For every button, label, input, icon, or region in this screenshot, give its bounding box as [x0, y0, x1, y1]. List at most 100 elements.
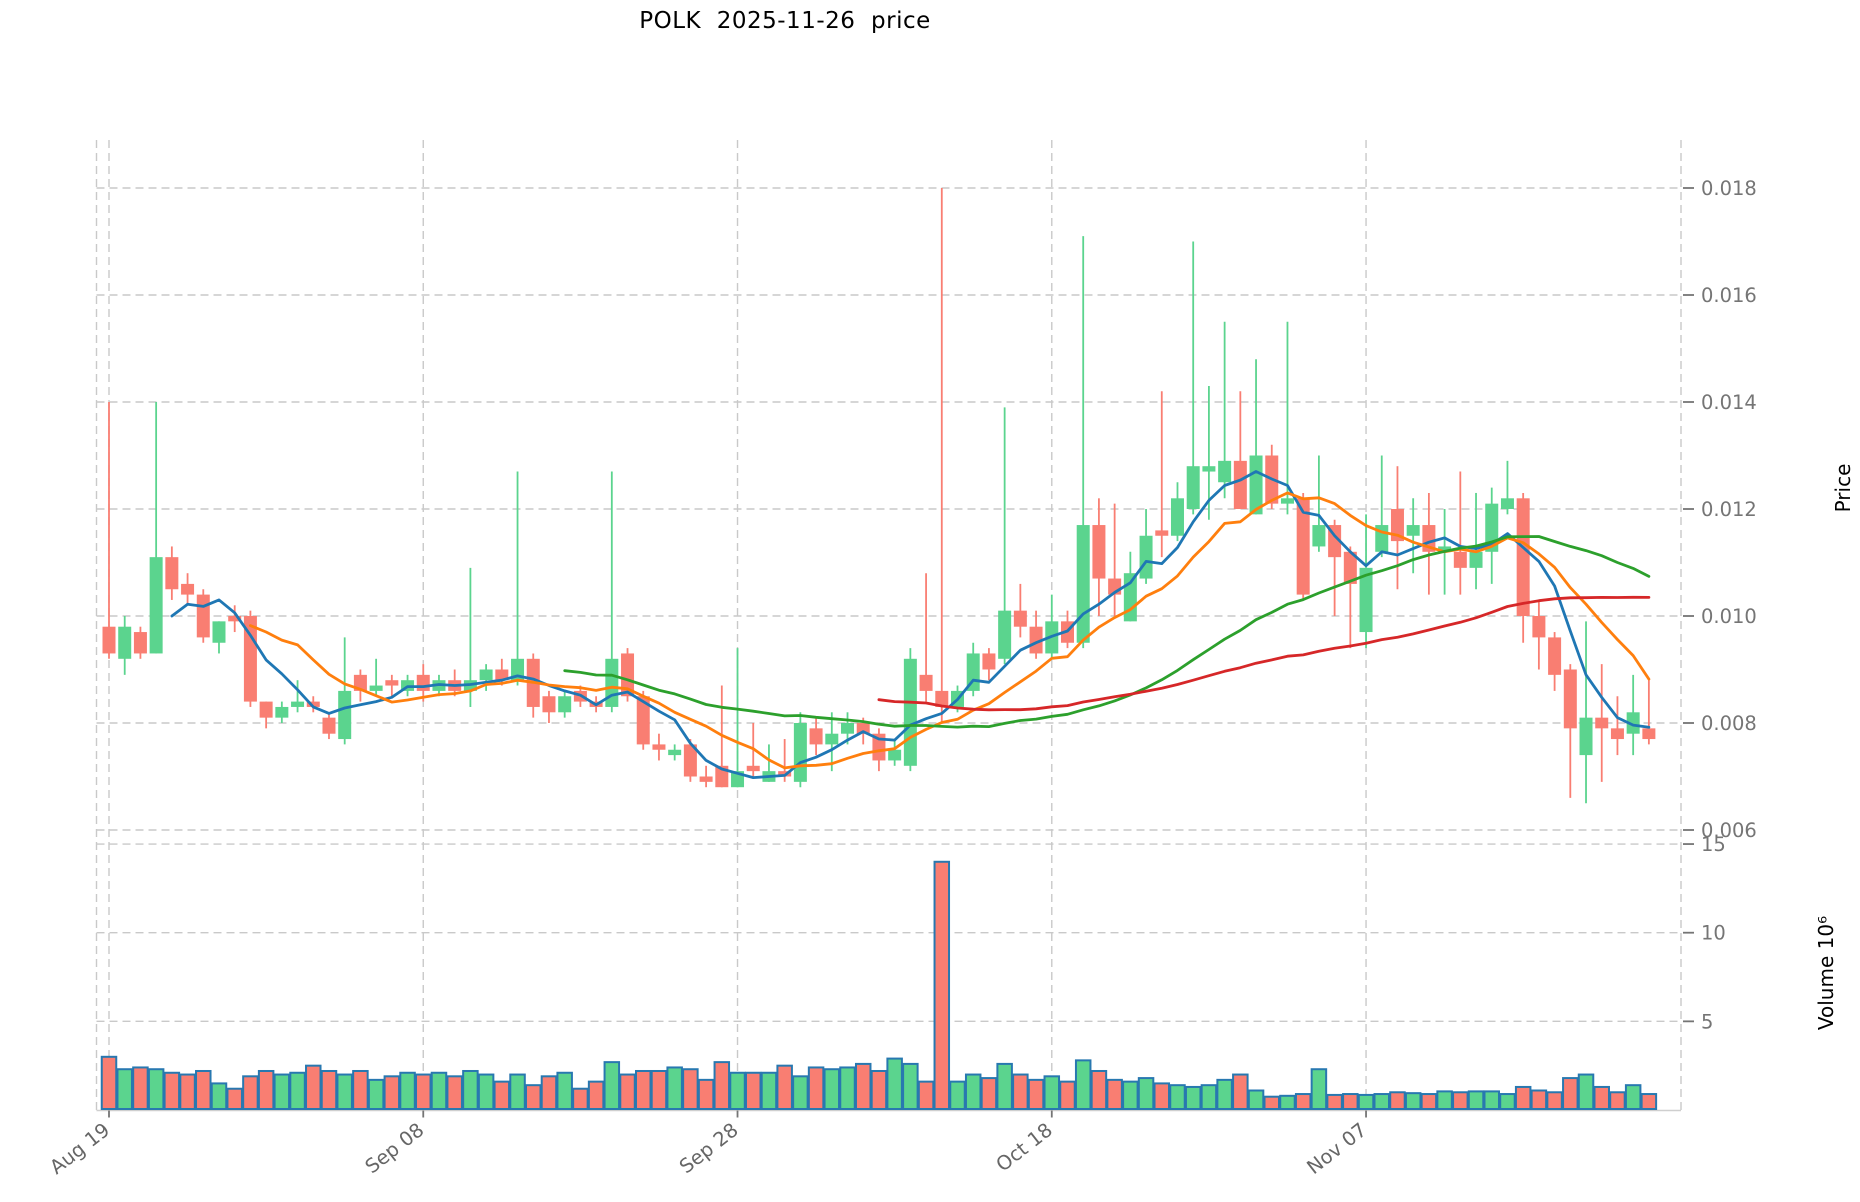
- moving-average-line-50: [877, 595, 1651, 712]
- volume-bar: [949, 1080, 966, 1110]
- price-tick-label: 0.006: [1701, 819, 1757, 842]
- candle-body: [1453, 551, 1467, 568]
- volume-bar: [1294, 1093, 1312, 1110]
- x-tick-label: Sep 08: [361, 1118, 429, 1178]
- price-axis-label: Price: [1831, 463, 1855, 513]
- candle-body: [1092, 525, 1106, 579]
- x-tick-label: Sep 28: [675, 1118, 743, 1178]
- volume-bar: [462, 1069, 479, 1111]
- volume-tick-label: 15: [1701, 833, 1726, 856]
- volume-bar: [540, 1075, 558, 1110]
- candle-body: [1500, 498, 1514, 509]
- candle-body: [809, 728, 823, 745]
- price-tick-label: 0.018: [1701, 177, 1757, 200]
- volume-bar: [399, 1071, 416, 1110]
- candle-body: [1563, 669, 1577, 729]
- volume-bar: [1247, 1089, 1265, 1110]
- candle-body: [1296, 498, 1310, 595]
- volume-bar: [1153, 1082, 1171, 1111]
- candle-body: [118, 626, 132, 659]
- volume-bar: [1043, 1075, 1061, 1110]
- volume-tick-label: 5: [1701, 1010, 1713, 1033]
- volume-bar: [1546, 1091, 1563, 1111]
- volume-bar: [352, 1069, 369, 1111]
- volume-bar: [1342, 1093, 1359, 1110]
- candle-body: [495, 669, 509, 681]
- volume-bar: [305, 1064, 322, 1111]
- volume-bar: [1577, 1073, 1595, 1111]
- volume-bar: [1232, 1073, 1249, 1111]
- price-tick-label: 0.008: [1701, 712, 1757, 735]
- x-tick-label: Oct 18: [992, 1118, 1057, 1176]
- volume-bar: [1122, 1080, 1139, 1110]
- volume-bar: [1593, 1085, 1610, 1111]
- volume-bar: [257, 1069, 275, 1111]
- volume-bar: [509, 1073, 526, 1111]
- volume-bar: [713, 1061, 731, 1111]
- volume-bar: [760, 1071, 778, 1110]
- volume-bar: [1059, 1080, 1076, 1110]
- candle-body: [196, 594, 210, 638]
- volume-bar: [1106, 1078, 1123, 1111]
- candle-body: [982, 653, 996, 670]
- volume-bar: [1420, 1093, 1438, 1110]
- x-tick-label: Aug 19: [45, 1118, 114, 1179]
- volume-bar: [650, 1069, 668, 1111]
- candle-body: [1202, 466, 1216, 472]
- candle-body: [652, 744, 666, 750]
- candle-body: [1610, 728, 1624, 740]
- volume-bar: [1137, 1077, 1155, 1111]
- candle-body: [998, 610, 1012, 659]
- candle-body: [1013, 610, 1027, 627]
- candle-body: [1233, 460, 1247, 509]
- candle-body: [683, 744, 697, 777]
- candle-body: [1579, 717, 1593, 756]
- volume-bar: [572, 1087, 589, 1110]
- candle-body: [306, 701, 320, 707]
- volume-bar: [556, 1071, 573, 1110]
- candle-body: [181, 583, 195, 595]
- volume-bar: [446, 1075, 463, 1110]
- candle-body: [1516, 498, 1530, 616]
- volume-bar: [1404, 1092, 1422, 1110]
- candle-body: [385, 680, 399, 686]
- volume-bar: [1530, 1089, 1548, 1110]
- volume-bar: [697, 1078, 715, 1111]
- volume-bar: [587, 1080, 605, 1110]
- volume-bar: [320, 1069, 338, 1111]
- volume-bar: [1357, 1093, 1375, 1110]
- volume-bar: [477, 1073, 495, 1111]
- candle-body: [1312, 525, 1326, 547]
- candle-body: [1642, 728, 1656, 740]
- volume-bar: [493, 1080, 511, 1110]
- candle-body: [841, 723, 855, 734]
- volume-bar: [1279, 1094, 1296, 1111]
- candle-body: [825, 733, 839, 745]
- volume-bar: [682, 1068, 699, 1110]
- candle-body: [1029, 626, 1043, 654]
- volume-bar: [226, 1087, 243, 1110]
- volume-bar: [776, 1064, 793, 1111]
- volume-bar: [619, 1073, 636, 1111]
- volume-bar: [1027, 1078, 1045, 1111]
- volume-bar: [210, 1082, 228, 1111]
- candle-body: [1343, 551, 1357, 584]
- candle-body: [416, 674, 430, 691]
- candle-body: [338, 690, 352, 740]
- volume-bar: [1200, 1084, 1218, 1110]
- candle-body: [1438, 546, 1452, 552]
- volume-bar: [807, 1066, 825, 1110]
- volume-bar: [666, 1066, 683, 1110]
- volume-bar: [603, 1061, 621, 1111]
- candle-body: [511, 658, 525, 681]
- candle-body: [558, 696, 572, 713]
- candle-body: [228, 616, 242, 622]
- volume-bar: [242, 1075, 259, 1110]
- volume-bar: [917, 1080, 935, 1110]
- candle-body: [668, 749, 682, 756]
- candle-body: [1076, 525, 1090, 643]
- candle-body: [1155, 530, 1169, 536]
- volume-bar: [744, 1071, 762, 1110]
